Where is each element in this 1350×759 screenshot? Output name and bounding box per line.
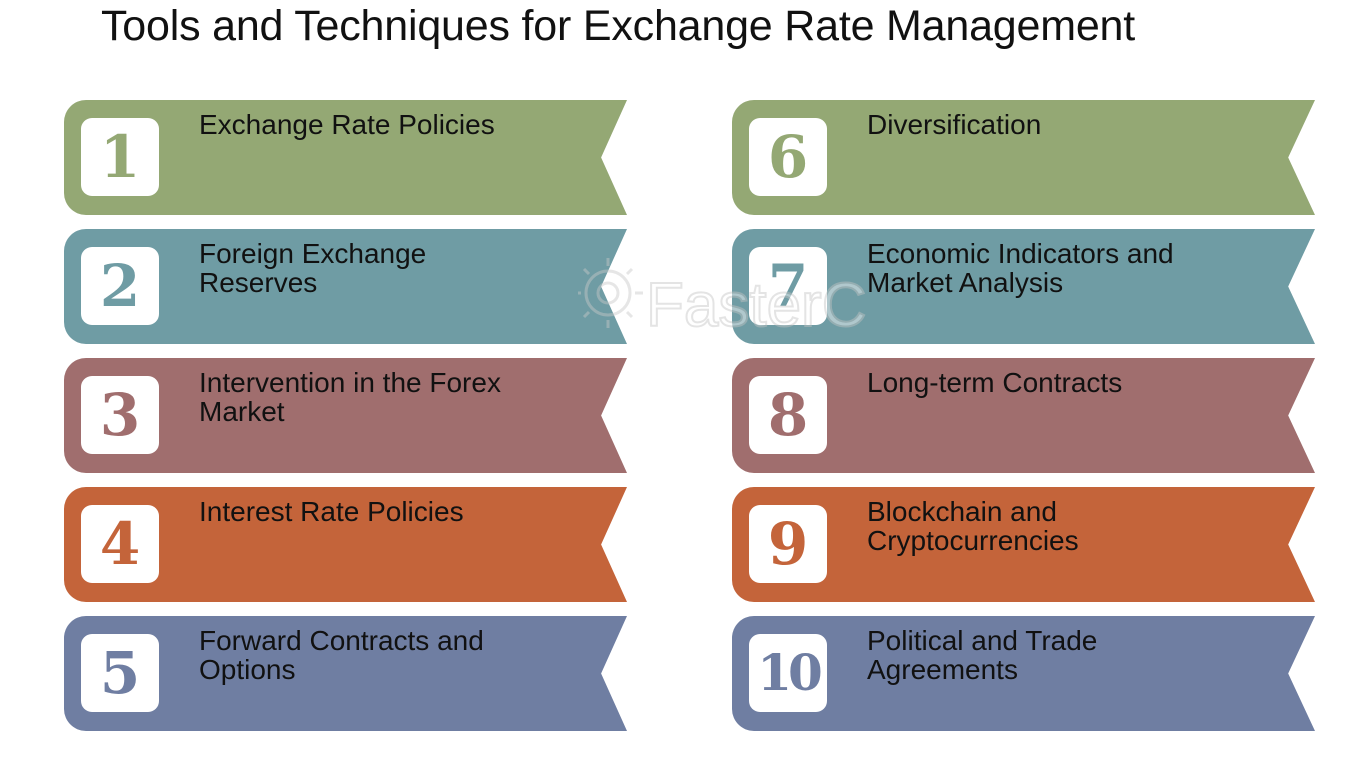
number-badge: 9 xyxy=(749,505,827,583)
banner-item: 2 Foreign Exchange Reserves xyxy=(64,229,627,344)
item-label: Long-term Contracts xyxy=(867,367,1123,398)
item-number: 8 xyxy=(767,381,809,449)
item-number: 5 xyxy=(99,639,141,707)
diagram-title: Tools and Techniques for Exchange Rate M… xyxy=(101,2,1136,50)
number-badge: 4 xyxy=(81,505,159,583)
banner-item: 7 Economic Indicators and Market Analysi… xyxy=(732,229,1315,344)
item-label: Economic Indicators and Market Analysis xyxy=(867,238,1174,298)
number-badge: 2 xyxy=(81,247,159,325)
number-badge: 3 xyxy=(81,376,159,454)
banner-item: 4 Interest Rate Policies xyxy=(64,487,627,602)
number-badge: 8 xyxy=(749,376,827,454)
number-badge: 1 xyxy=(81,118,159,196)
item-label: Exchange Rate Policies xyxy=(199,109,495,140)
item-number: 7 xyxy=(767,252,809,320)
number-badge: 7 xyxy=(749,247,827,325)
item-number: 4 xyxy=(99,510,141,578)
item-label: Interest Rate Policies xyxy=(199,496,464,527)
banner-item: 6 Diversification xyxy=(732,100,1315,215)
item-number: 1 xyxy=(99,123,141,191)
banner-item: 5 Forward Contracts and Options xyxy=(64,616,627,731)
item-label: Blockchain and Cryptocurrencies xyxy=(867,496,1079,556)
banner-item: 9 Blockchain and Cryptocurrencies xyxy=(732,487,1315,602)
banner-item: 3 Intervention in the Forex Market xyxy=(64,358,627,473)
item-number: 3 xyxy=(99,381,141,449)
item-label: Diversification xyxy=(867,109,1042,140)
banner-item: 1 Exchange Rate Policies xyxy=(64,100,627,215)
number-badge: 5 xyxy=(81,634,159,712)
number-badge: 10 xyxy=(749,634,827,712)
item-label: Political and Trade Agreements xyxy=(867,625,1098,685)
banner-item: 8 Long-term Contracts xyxy=(732,358,1315,473)
item-label: Foreign Exchange Reserves xyxy=(199,238,427,298)
item-label: Forward Contracts and Options xyxy=(199,625,484,685)
number-badge: 6 xyxy=(749,118,827,196)
banner-item: 10 Political and Trade Agreements xyxy=(732,616,1315,731)
item-number: 2 xyxy=(99,252,141,320)
item-label: Intervention in the Forex Market xyxy=(199,367,501,427)
item-number: 6 xyxy=(767,123,809,191)
item-number: 9 xyxy=(767,510,809,578)
item-number: 10 xyxy=(757,643,823,702)
